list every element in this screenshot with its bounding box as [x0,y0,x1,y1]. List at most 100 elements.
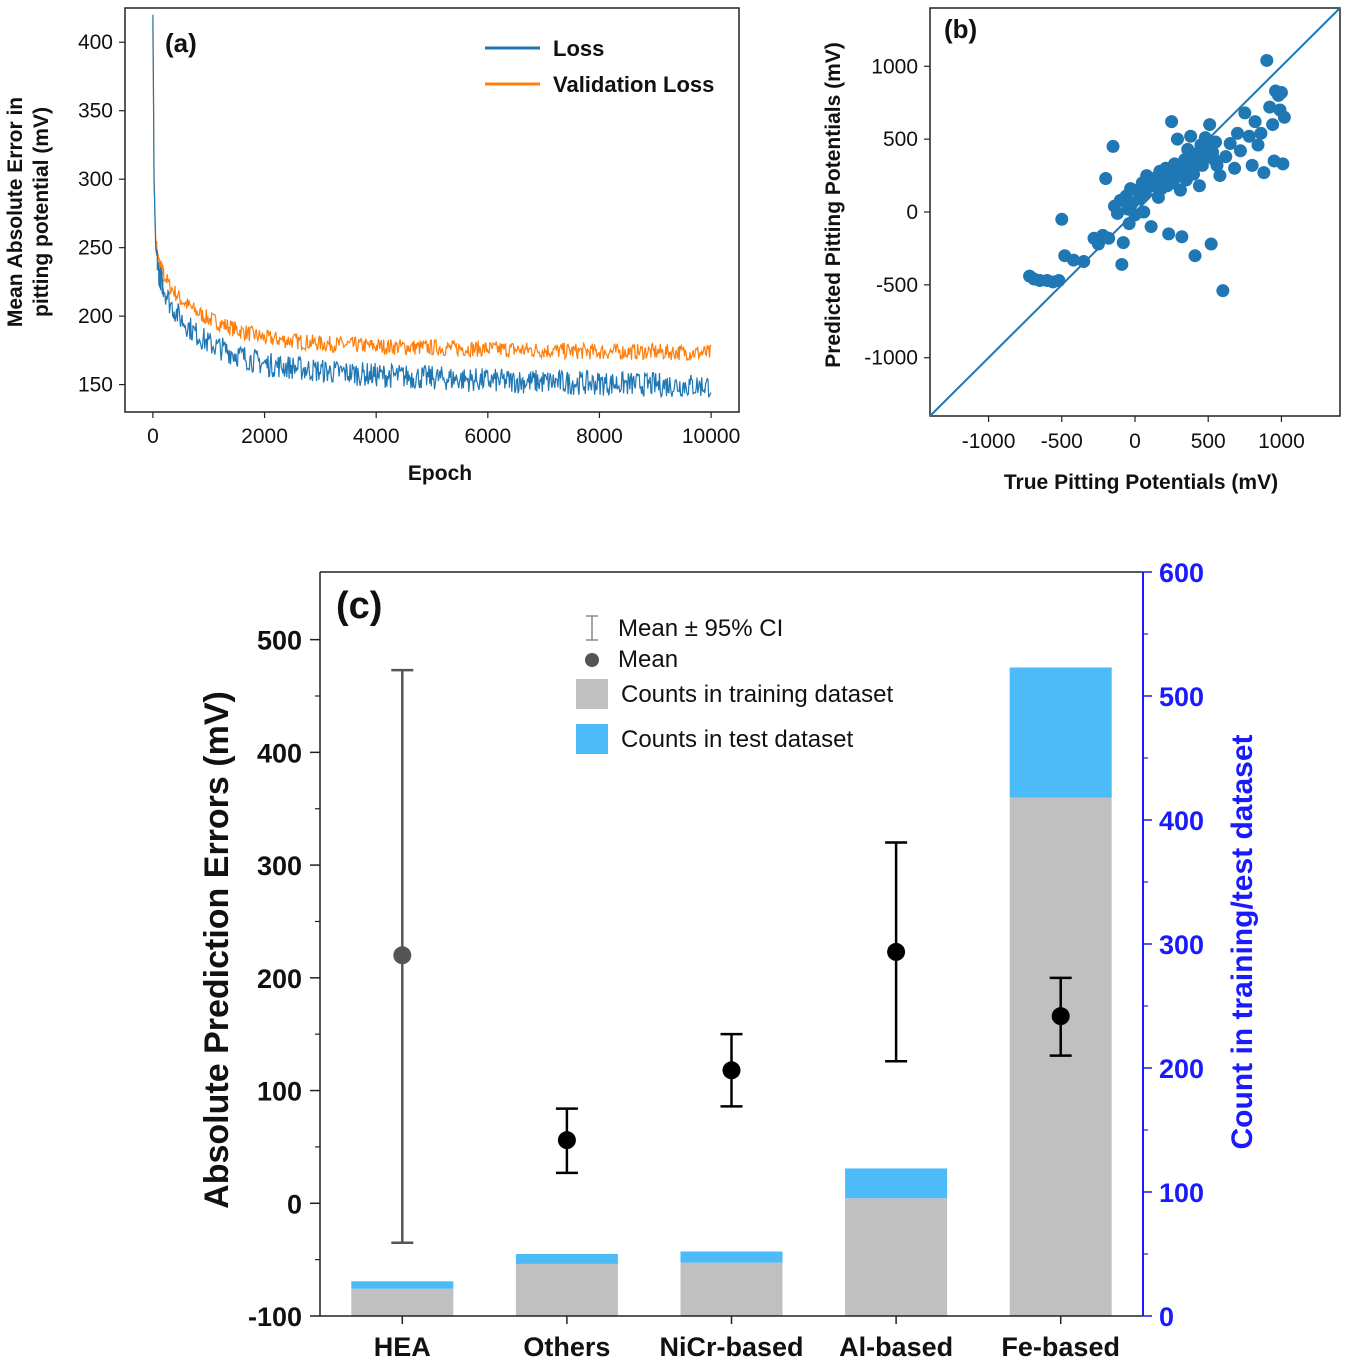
panel-c-error-bar-chart: HEA Others NiCr-based Al-based Fe-based -100 0… [198,558,1259,1362]
panel-b-plot-area [929,7,1341,417]
scatter-point [1210,158,1224,172]
legend-validation-loss-label: Validation Loss [553,72,714,97]
category-label: Others [523,1332,610,1362]
x-tick-label: 1000 [1258,430,1305,453]
scatter-point [1144,220,1158,234]
category-label: Fe-based [1001,1332,1120,1362]
scatter-point [1223,137,1237,151]
category-label: Al-based [839,1332,953,1362]
scatter-point [1116,236,1130,250]
test-count-bar [1009,667,1112,798]
scatter-point [1260,53,1274,67]
x-tick-label: 10000 [682,425,740,448]
panel-a-legend: Loss Validation Loss [485,36,714,97]
validation-loss-line [152,21,712,362]
right-y-tick-label: 200 [1159,1054,1204,1084]
right-y-tick-label: 300 [1159,930,1204,960]
y-tick-label: 1000 [871,55,918,78]
y-tick-label: 200 [78,305,113,328]
scatter-point [1102,231,1116,245]
scatter-point [1251,138,1265,152]
category-label: HEA [374,1332,431,1362]
x-tick-label: 2000 [241,425,288,448]
scatter-point [1162,227,1176,241]
scatter-point [1165,115,1179,129]
y-tick-label: -500 [876,274,918,297]
y-tick-label: -1000 [864,347,918,370]
legend-mean-label: Mean [618,646,678,673]
y-tick-label: -100 [248,1302,302,1332]
scatter-point [1263,100,1277,114]
scatter-point [1184,129,1198,143]
scatter-point [1173,183,1187,197]
panel-b-label: (b) [944,14,977,44]
legend-train-swatch [576,679,608,709]
scatter-point [1170,132,1184,146]
right-y-tick-label: 500 [1159,682,1204,712]
panel-a-xlabel: Epoch [408,462,472,485]
train-count-bar [680,1262,783,1316]
y-tick-label: 400 [257,738,302,768]
right-y-tick-label: 100 [1159,1178,1204,1208]
panel-a-ticks: 0 2000 4000 6000 8000 10000 150 200 250 300 350 400 [78,31,740,448]
legend-ci-label: Mean ± 95% CI [618,615,783,642]
x-tick-label: -1000 [962,430,1016,453]
scatter-point [1203,118,1217,132]
scatter-point [1231,126,1244,140]
x-tick-label: 0 [1129,430,1141,453]
x-tick-label: 6000 [464,425,511,448]
scatter-point [1276,157,1290,171]
scatter-point [1137,205,1151,219]
scatter-point [1187,167,1201,181]
panel-b-scatter-chart: -1000 -500 0 500 1000 -1000 -500 0 500 1000 (b) T… [822,7,1341,494]
mean-marker [393,946,412,965]
right-y-tick-label: 400 [1159,806,1204,836]
test-count-bar [680,1251,783,1263]
scatter-point [1204,237,1218,251]
scatter-point [1055,212,1069,226]
legend-test-swatch [576,724,608,754]
panel-a-ylabel-line1: Mean Absolute Error in [4,97,27,327]
x-tick-label: 0 [147,425,159,448]
panel-a-plot-area [152,14,712,399]
y-tick-label: 200 [257,964,302,994]
panel-a-ylabel-line2: pitting potential (mV) [30,107,53,317]
x-tick-label: 4000 [353,425,400,448]
scatter-point [1106,139,1120,153]
panel-b-ticks: -1000 -500 0 500 1000 -1000 -500 0 500 1000 [864,55,1305,453]
y-tick-label: 0 [906,201,918,224]
scatter-point [1228,161,1242,175]
right-y-tick-label: 600 [1159,558,1204,588]
legend-mean-dot [585,653,599,667]
y-tick-label: 500 [883,128,918,151]
scatter-point [1209,135,1223,149]
panel-c-ylabel-right: Count in training/test dataset [1226,734,1259,1149]
scatter-point [1248,115,1262,129]
mean-marker [722,1061,741,1080]
x-tick-label: -500 [1041,430,1083,453]
scatter-point [1274,86,1288,100]
scatter-point [1266,118,1280,132]
scatter-point [1245,158,1259,172]
mean-marker [557,1131,576,1150]
y-tick-label: 300 [257,851,302,881]
x-tick-label: 500 [1191,430,1226,453]
legend-train-label: Counts in training dataset [621,681,894,708]
y-tick-label: 300 [78,168,113,191]
panel-c-legend: Mean ± 95% CI Mean Counts in training da… [576,615,894,754]
y-tick-label: 500 [257,626,302,656]
test-count-bar [845,1168,948,1199]
scatter-point [1175,230,1189,244]
scatter-point [1216,284,1230,298]
legend-test-label: Counts in test dataset [621,726,853,753]
scatter-point [1242,129,1256,143]
scatter-point [1192,179,1206,193]
right-y-tick-label: 0 [1159,1302,1174,1332]
scatter-point [1099,171,1113,185]
mean-marker [1051,1007,1070,1026]
y-tick-label: 350 [78,100,113,123]
panel-c-label: (c) [336,585,382,627]
scatter-point [1213,169,1227,183]
scatter-point [1254,126,1268,140]
scatter-point [1188,249,1202,263]
